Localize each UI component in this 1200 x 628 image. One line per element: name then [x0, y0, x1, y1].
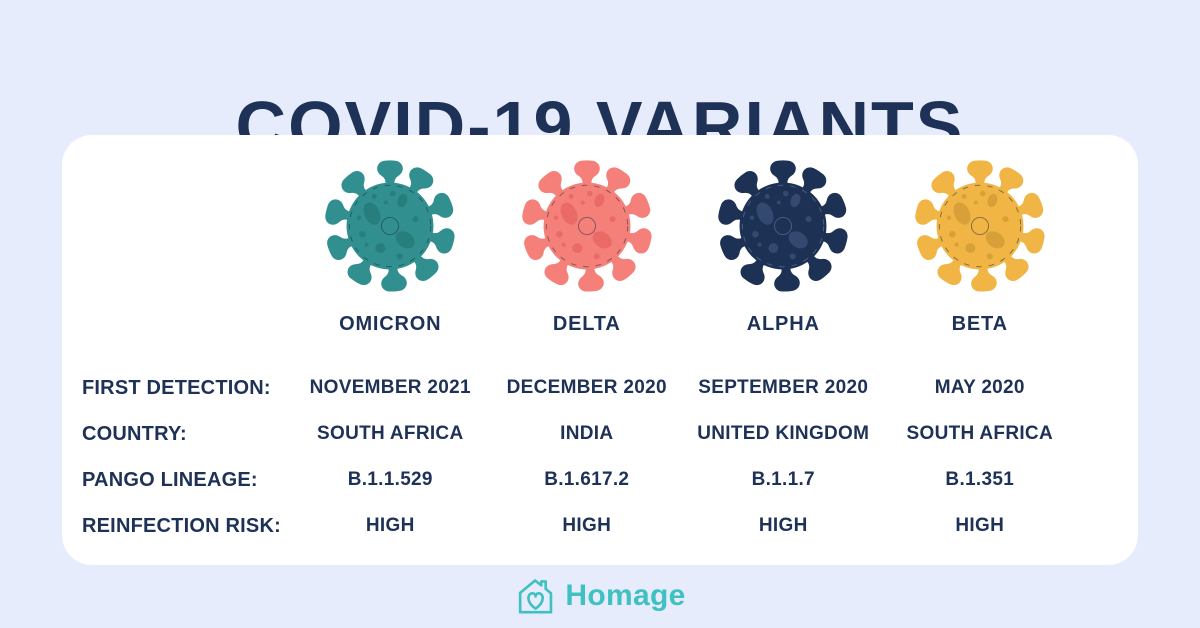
omicron-virus-icon [321, 157, 459, 295]
alpha-virus-icon [714, 157, 852, 295]
variant-name-beta: BETA [951, 313, 1008, 335]
reinfection-risk-omicron: HIGH [365, 515, 415, 536]
beta-virus-icon [911, 157, 1049, 295]
spacer-cell [82, 295, 292, 365]
row-label-country: COUNTRY: [82, 422, 187, 445]
reinfection-risk-beta: HIGH [955, 515, 1005, 536]
delta-virus-icon [518, 157, 656, 295]
first-detection-omicron: NOVEMBER 2021 [309, 377, 471, 398]
row-label-first-detection: FIRST DETECTION: [82, 376, 271, 399]
row-label-reinfection-risk: REINFECTION RISK: [82, 514, 281, 537]
homage-house-heart-icon [519, 579, 553, 614]
variants-card: OMICRON DELTA ALPHA BETA FIRST DETECTION… [62, 135, 1138, 565]
pango-lineage-omicron: B.1.1.529 [347, 469, 433, 490]
first-detection-beta: MAY 2020 [934, 377, 1025, 398]
reinfection-risk-alpha: HIGH [758, 515, 808, 536]
country-alpha: UNITED KINGDOM [697, 423, 870, 444]
pango-lineage-beta: B.1.351 [945, 469, 1015, 490]
country-omicron: SOUTH AFRICA [317, 423, 464, 444]
brand-footer: Homage [0, 575, 1200, 616]
row-label-pango-lineage: PANGO LINEAGE: [82, 468, 258, 491]
pango-lineage-delta: B.1.617.2 [544, 469, 630, 490]
spacer-cell [82, 155, 292, 295]
country-delta: INDIA [560, 423, 614, 444]
reinfection-risk-delta: HIGH [562, 515, 612, 536]
variant-name-delta: DELTA [552, 313, 621, 335]
variant-name-omicron: OMICRON [339, 313, 442, 335]
first-detection-alpha: SEPTEMBER 2020 [698, 377, 869, 398]
brand-name: Homage [565, 578, 686, 612]
variant-name-alpha: ALPHA [746, 313, 820, 335]
first-detection-delta: DECEMBER 2020 [506, 377, 667, 398]
variants-table: OMICRON DELTA ALPHA BETA FIRST DETECTION… [62, 135, 1138, 549]
pango-lineage-alpha: B.1.1.7 [751, 469, 815, 490]
country-beta: SOUTH AFRICA [906, 423, 1053, 444]
